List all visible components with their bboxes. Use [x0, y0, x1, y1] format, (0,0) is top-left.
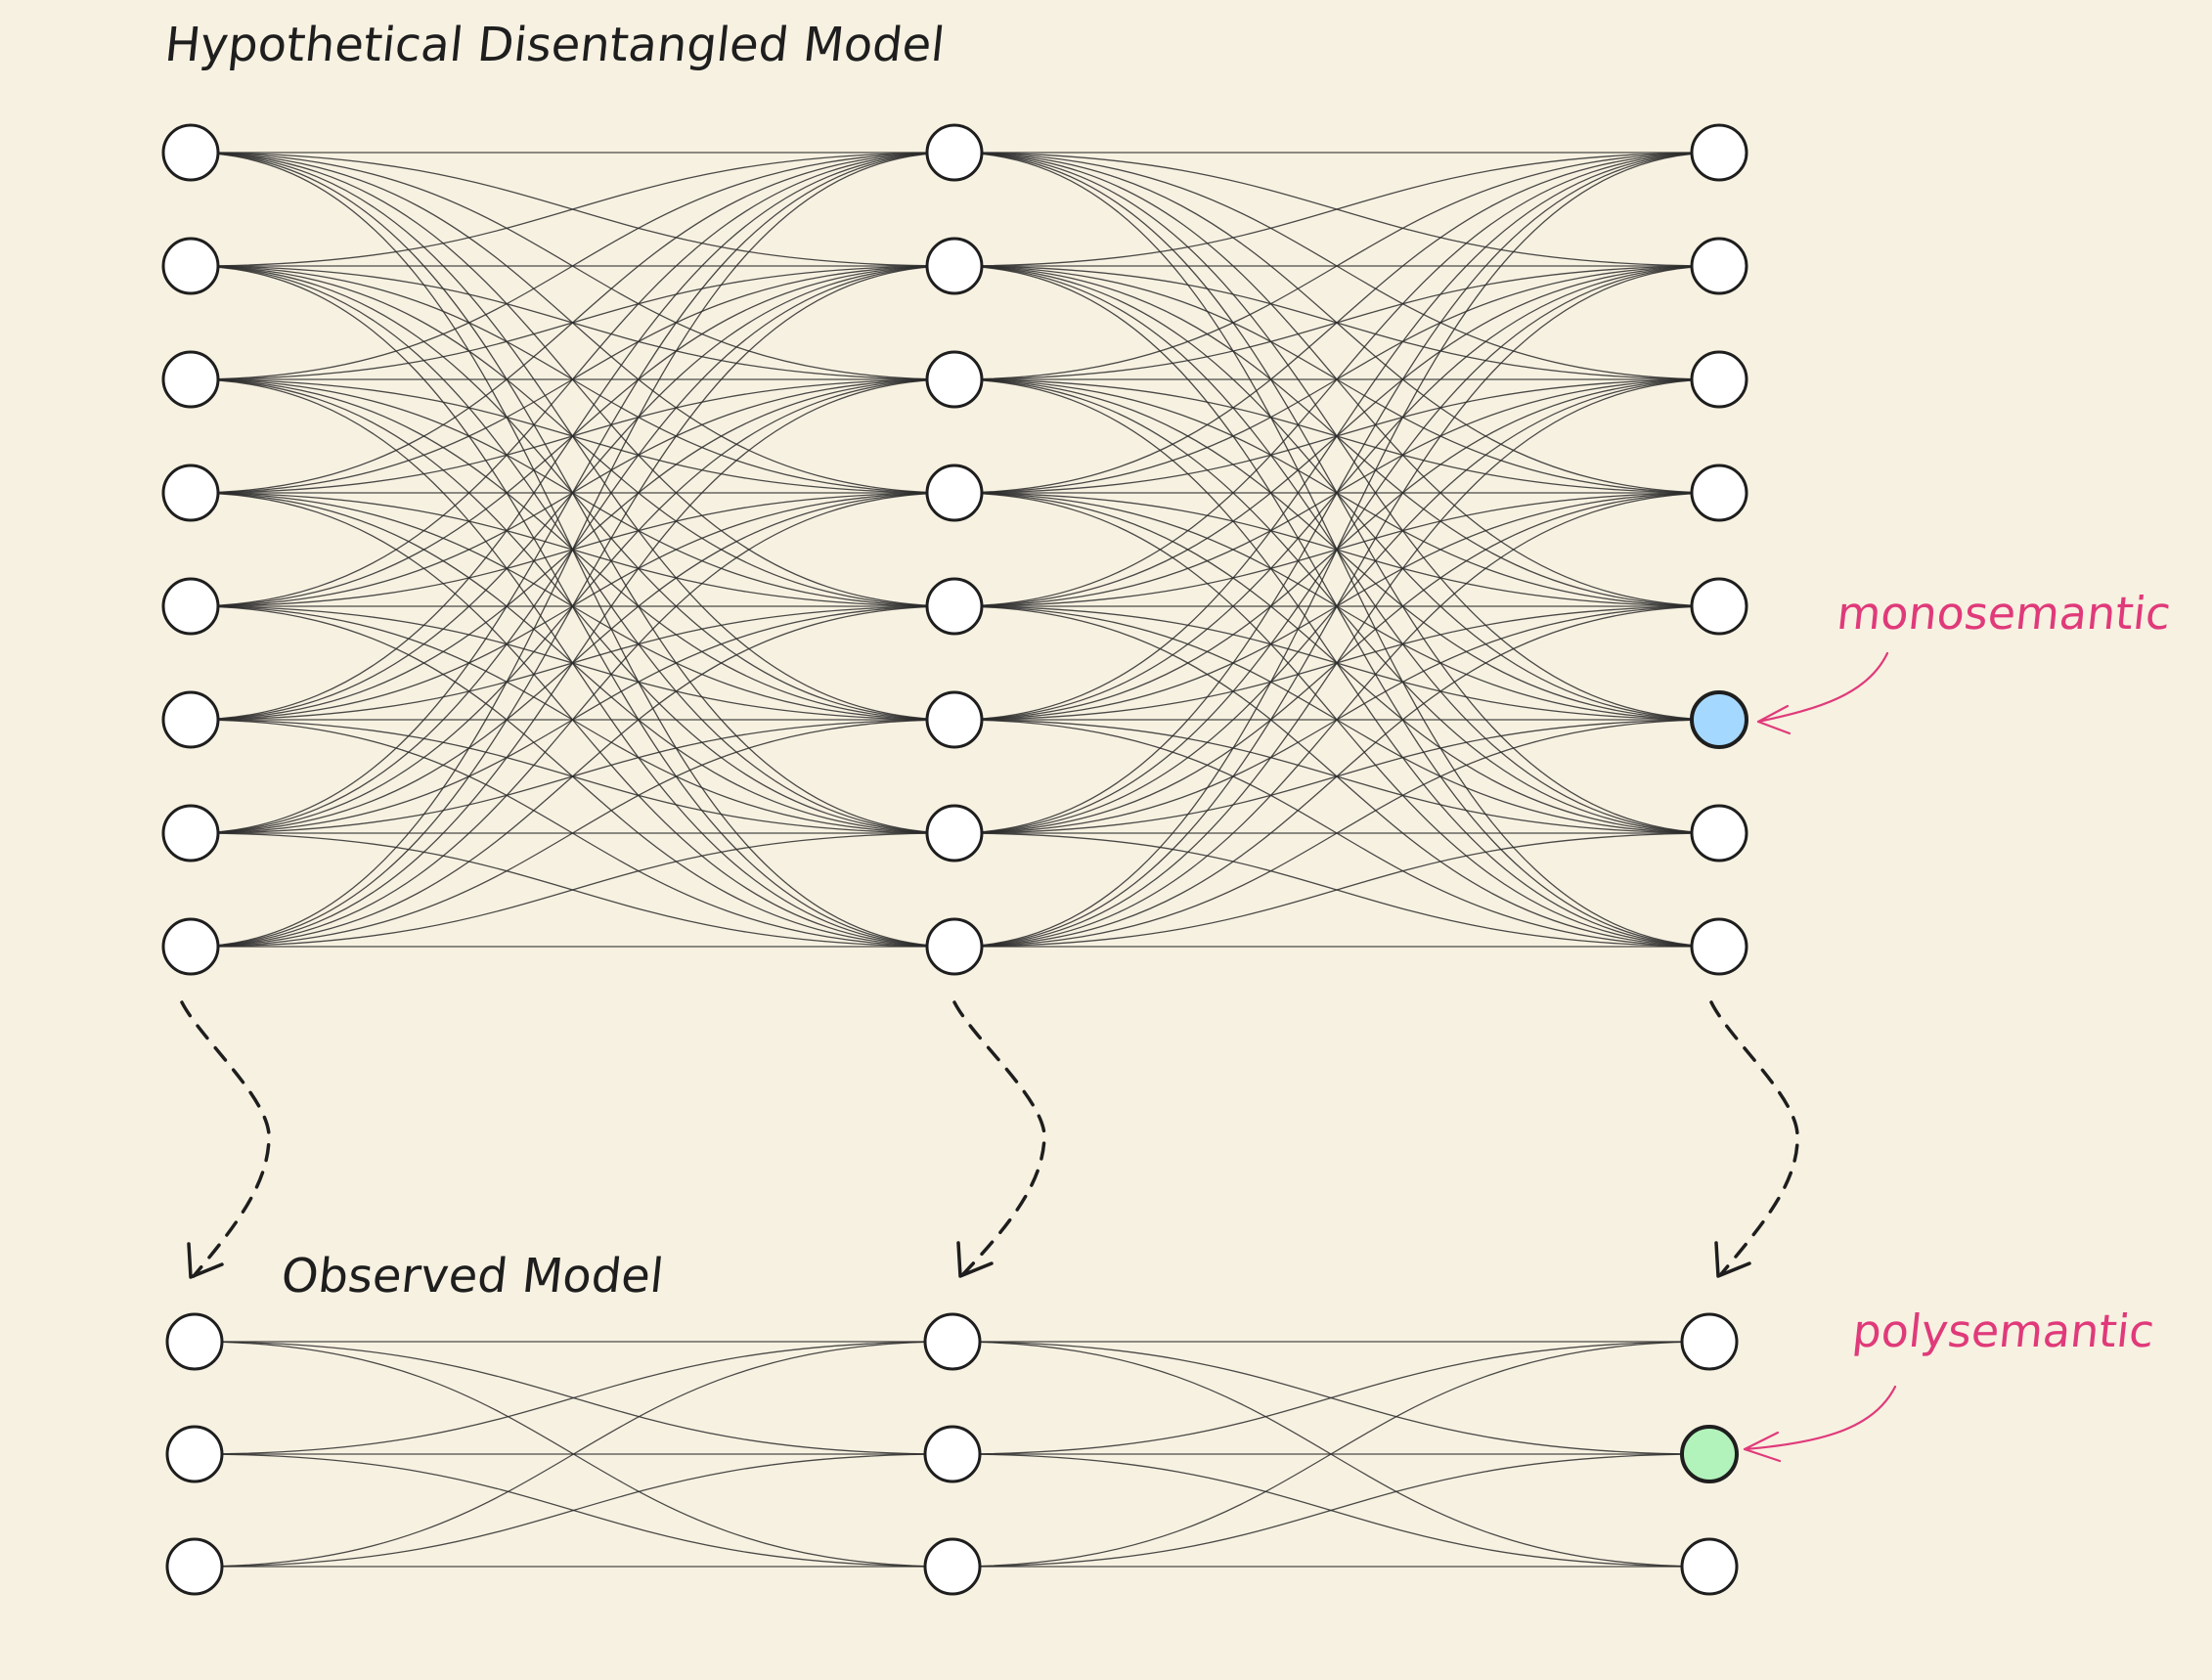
mapping-arrow-head-3: [1714, 1241, 1751, 1278]
polysemantic-label: polysemantic: [1850, 1304, 2157, 1357]
bottom-neuron-l1-n3: [165, 1537, 224, 1596]
top-edge: [190, 152, 955, 721]
top-edge: [953, 152, 1720, 721]
bottom-edge: [194, 1453, 953, 1568]
top-edge: [190, 265, 955, 948]
top-neuron-l2-n5: [925, 577, 984, 636]
top-neuron-l1-n6: [161, 690, 220, 749]
top-edge: [953, 378, 1720, 948]
top-neuron-l3-n4: [1690, 464, 1748, 522]
bottom-title: Observed Model: [279, 1249, 667, 1304]
bottom-neuron-l2-n3: [923, 1537, 982, 1596]
top-neuron-l1-n8: [161, 917, 220, 976]
top-edge: [190, 719, 955, 948]
polysemantic-neuron: [1680, 1425, 1739, 1483]
top-edge: [190, 152, 955, 380]
bottom-edge: [194, 1341, 953, 1455]
bottom-neuron-l1-n2: [165, 1425, 224, 1483]
top-edge: [953, 605, 1720, 948]
bottom-neuron-l3-n1: [1680, 1312, 1739, 1371]
bottom-neuron-l2-n2: [923, 1425, 982, 1483]
annotation-pointers: [1743, 651, 1897, 1463]
top-edge: [953, 152, 1720, 380]
polysemantic-pointer-arrow-head: [1743, 1431, 1782, 1463]
mapping-arrows: [180, 1000, 1799, 1279]
top-neuron-l3-n2: [1690, 237, 1748, 295]
mapping-arrow-head-2: [956, 1241, 994, 1278]
mapping-arrow-2: [952, 1000, 1046, 1276]
top-neuron-l1-n7: [161, 804, 220, 862]
top-neuron-l1-n3: [161, 350, 220, 409]
top-neuron-l2-n1: [925, 123, 984, 182]
top-edge: [953, 719, 1720, 948]
mapping-arrow-3: [1709, 1000, 1799, 1276]
bottom-neuron-l2-n1: [923, 1312, 982, 1371]
top-neuron-l1-n5: [161, 577, 220, 636]
top-edge: [953, 832, 1720, 948]
top-neuron-l3-n3: [1690, 350, 1748, 409]
top-network-nodes: [161, 123, 1748, 976]
top-neuron-l1-n2: [161, 237, 220, 295]
top-edge: [190, 832, 955, 948]
top-edge: [190, 152, 955, 494]
top-edge: [953, 492, 1720, 948]
bottom-network-edges: [194, 1341, 1710, 1568]
top-neuron-l2-n8: [925, 917, 984, 976]
top-network-edges: [190, 152, 1720, 948]
top-edge: [190, 152, 955, 834]
top-edge: [190, 152, 955, 607]
monosemantic-pointer-arrow-head: [1756, 704, 1792, 735]
monosemantic-neuron: [1690, 690, 1748, 749]
top-neuron-l2-n2: [925, 237, 984, 295]
top-edge: [190, 152, 955, 948]
top-edge: [953, 152, 1720, 267]
top-neuron-l1-n4: [161, 464, 220, 522]
top-neuron-l2-n7: [925, 804, 984, 862]
bottom-neuron-l1-n1: [165, 1312, 224, 1371]
top-neuron-l3-n5: [1690, 577, 1748, 636]
top-neuron-l2-n4: [925, 464, 984, 522]
mapping-arrow-1: [180, 1000, 271, 1278]
top-edge: [953, 152, 1720, 948]
bottom-edge: [951, 1453, 1710, 1568]
top-neuron-l3-n1: [1690, 123, 1748, 182]
bottom-neuron-l3-n3: [1680, 1537, 1739, 1596]
top-edge: [190, 492, 955, 948]
monosemantic-label: monosemantic: [1835, 587, 2174, 640]
top-edge: [953, 265, 1720, 948]
top-edge: [953, 152, 1720, 834]
polysemantic-pointer-arrow: [1743, 1385, 1897, 1451]
top-neuron-l2-n3: [925, 350, 984, 409]
top-edge: [953, 152, 1720, 607]
monosemantic-pointer-arrow: [1756, 651, 1889, 724]
bottom-edge: [951, 1341, 1710, 1455]
top-neuron-l1-n1: [161, 123, 220, 182]
bottom-edge: [951, 1341, 1710, 1568]
bottom-edge: [194, 1341, 953, 1568]
top-title: Hypothetical Disentangled Model: [162, 18, 948, 72]
bottom-network-nodes: [165, 1312, 1739, 1596]
top-neuron-l2-n6: [925, 690, 984, 749]
top-edge: [190, 152, 955, 267]
mapping-arrow-head-1: [187, 1242, 224, 1279]
top-edge: [190, 605, 955, 948]
top-edge: [953, 152, 1720, 494]
top-neuron-l3-n8: [1690, 917, 1748, 976]
top-neuron-l3-n7: [1690, 804, 1748, 862]
top-edge: [190, 378, 955, 948]
